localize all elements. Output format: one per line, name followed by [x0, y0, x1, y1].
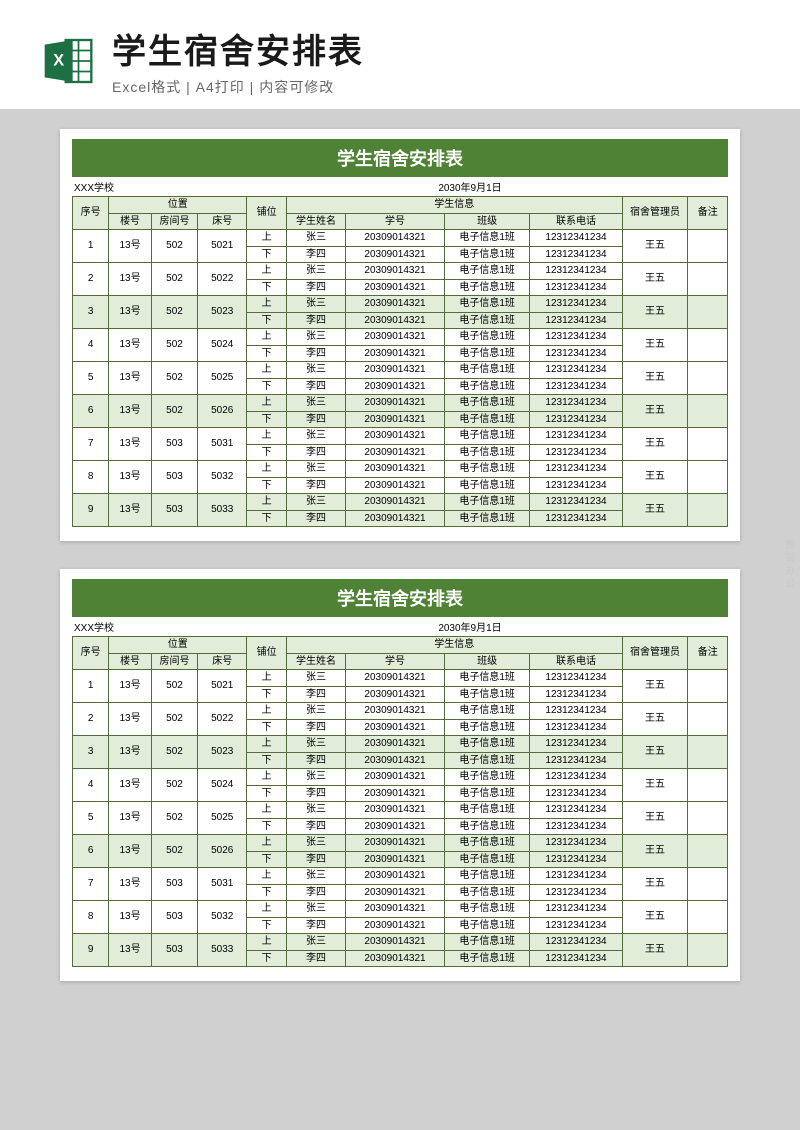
school-label: XXX学校 — [74, 619, 214, 634]
table-row: 913号5035033上张三20309014321电子信息1班123123412… — [73, 494, 728, 511]
table-row: 713号5035031上张三20309014321电子信息1班123123412… — [73, 428, 728, 445]
doc-page-2: 学生宿舍安排表XXX学校2030年9月1日序号位置铺位学生信息宿舍管理员备注楼号… — [60, 569, 740, 981]
watermark: 熊猫办公 — [781, 539, 796, 591]
table-row: 213号5025022上张三20309014321电子信息1班123123412… — [73, 263, 728, 280]
doc-page-1: 学生宿舍安排表XXX学校2030年9月1日序号位置铺位学生信息宿舍管理员备注楼号… — [60, 129, 740, 541]
header-text: 学生宿舍安排表 Excel格式 | A4打印 | 内容可修改 — [112, 24, 760, 97]
th-room: 房间号 — [151, 653, 197, 670]
dorm-table: 序号位置铺位学生信息宿舍管理员备注 楼号房间号床号 学生姓名学号班级联系电话113号… — [72, 196, 728, 527]
th-name: 学生姓名 — [286, 653, 345, 670]
th-student-group: 学生信息 — [286, 197, 622, 214]
excel-icon: X — [40, 33, 96, 89]
table-row: 513号5025025上张三20309014321电子信息1班123123412… — [73, 362, 728, 379]
th-seq: 序号 — [73, 197, 109, 230]
th-location-group: 位置 — [109, 197, 247, 214]
th-seq: 序号 — [73, 637, 109, 670]
th-bed: 床号 — [198, 213, 247, 230]
th-manager: 宿舍管理员 — [622, 197, 688, 230]
school-label: XXX学校 — [74, 179, 214, 194]
table-row: 213号5025022上张三20309014321电子信息1班123123412… — [73, 703, 728, 720]
table-row: 713号5035031上张三20309014321电子信息1班123123412… — [73, 868, 728, 885]
th-sid: 学号 — [346, 213, 445, 230]
meta-row: XXX学校2030年9月1日 — [72, 177, 728, 196]
th-student-group: 学生信息 — [286, 637, 622, 654]
th-room: 房间号 — [151, 213, 197, 230]
doc-title-bar: 学生宿舍安排表 — [72, 579, 728, 617]
table-row: 513号5025025上张三20309014321电子信息1班123123412… — [73, 802, 728, 819]
th-sid: 学号 — [346, 653, 445, 670]
doc-title-bar: 学生宿舍安排表 — [72, 139, 728, 177]
main-title: 学生宿舍安排表 — [112, 24, 760, 73]
sub-title: Excel格式 | A4打印 | 内容可修改 — [112, 77, 760, 97]
table-row: 413号5025024上张三20309014321电子信息1班123123412… — [73, 769, 728, 786]
th-class: 班级 — [444, 653, 530, 670]
dorm-table: 序号位置铺位学生信息宿舍管理员备注 楼号房间号床号 学生姓名学号班级联系电话113号… — [72, 636, 728, 967]
table-row: 813号5035032上张三20309014321电子信息1班123123412… — [73, 461, 728, 478]
th-manager: 宿舍管理员 — [622, 637, 688, 670]
table-row: 613号5025026上张三20309014321电子信息1班123123412… — [73, 835, 728, 852]
th-note: 备注 — [688, 197, 728, 230]
meta-row: XXX学校2030年9月1日 — [72, 617, 728, 636]
table-row: 113号5025021上张三20309014321电子信息1班123123412… — [73, 230, 728, 247]
table-row: 313号5025023上张三20309014321电子信息1班123123412… — [73, 296, 728, 313]
date-label: 2030年9月1日 — [214, 619, 726, 634]
page-header: X 学生宿舍安排表 Excel格式 | A4打印 | 内容可修改 — [0, 0, 800, 109]
content-area: 学生宿舍安排表XXX学校2030年9月1日序号位置铺位学生信息宿舍管理员备注楼号… — [0, 109, 800, 1130]
table-row: 813号5035032上张三20309014321电子信息1班123123412… — [73, 901, 728, 918]
th-building: 楼号 — [109, 653, 152, 670]
table-row: 613号5025026上张三20309014321电子信息1班123123412… — [73, 395, 728, 412]
table-row: 113号5025021上张三20309014321电子信息1班123123412… — [73, 670, 728, 687]
th-note: 备注 — [688, 637, 728, 670]
svg-text:X: X — [53, 51, 64, 69]
th-bunk: 铺位 — [247, 197, 286, 230]
th-bed: 床号 — [198, 653, 247, 670]
th-class: 班级 — [444, 213, 530, 230]
table-row: 413号5025024上张三20309014321电子信息1班123123412… — [73, 329, 728, 346]
th-phone: 联系电话 — [530, 653, 622, 670]
th-name: 学生姓名 — [286, 213, 345, 230]
th-bunk: 铺位 — [247, 637, 286, 670]
th-building: 楼号 — [109, 213, 152, 230]
th-phone: 联系电话 — [530, 213, 622, 230]
table-row: 313号5025023上张三20309014321电子信息1班123123412… — [73, 736, 728, 753]
th-location-group: 位置 — [109, 637, 247, 654]
date-label: 2030年9月1日 — [214, 179, 726, 194]
table-row: 913号5035033上张三20309014321电子信息1班123123412… — [73, 934, 728, 951]
